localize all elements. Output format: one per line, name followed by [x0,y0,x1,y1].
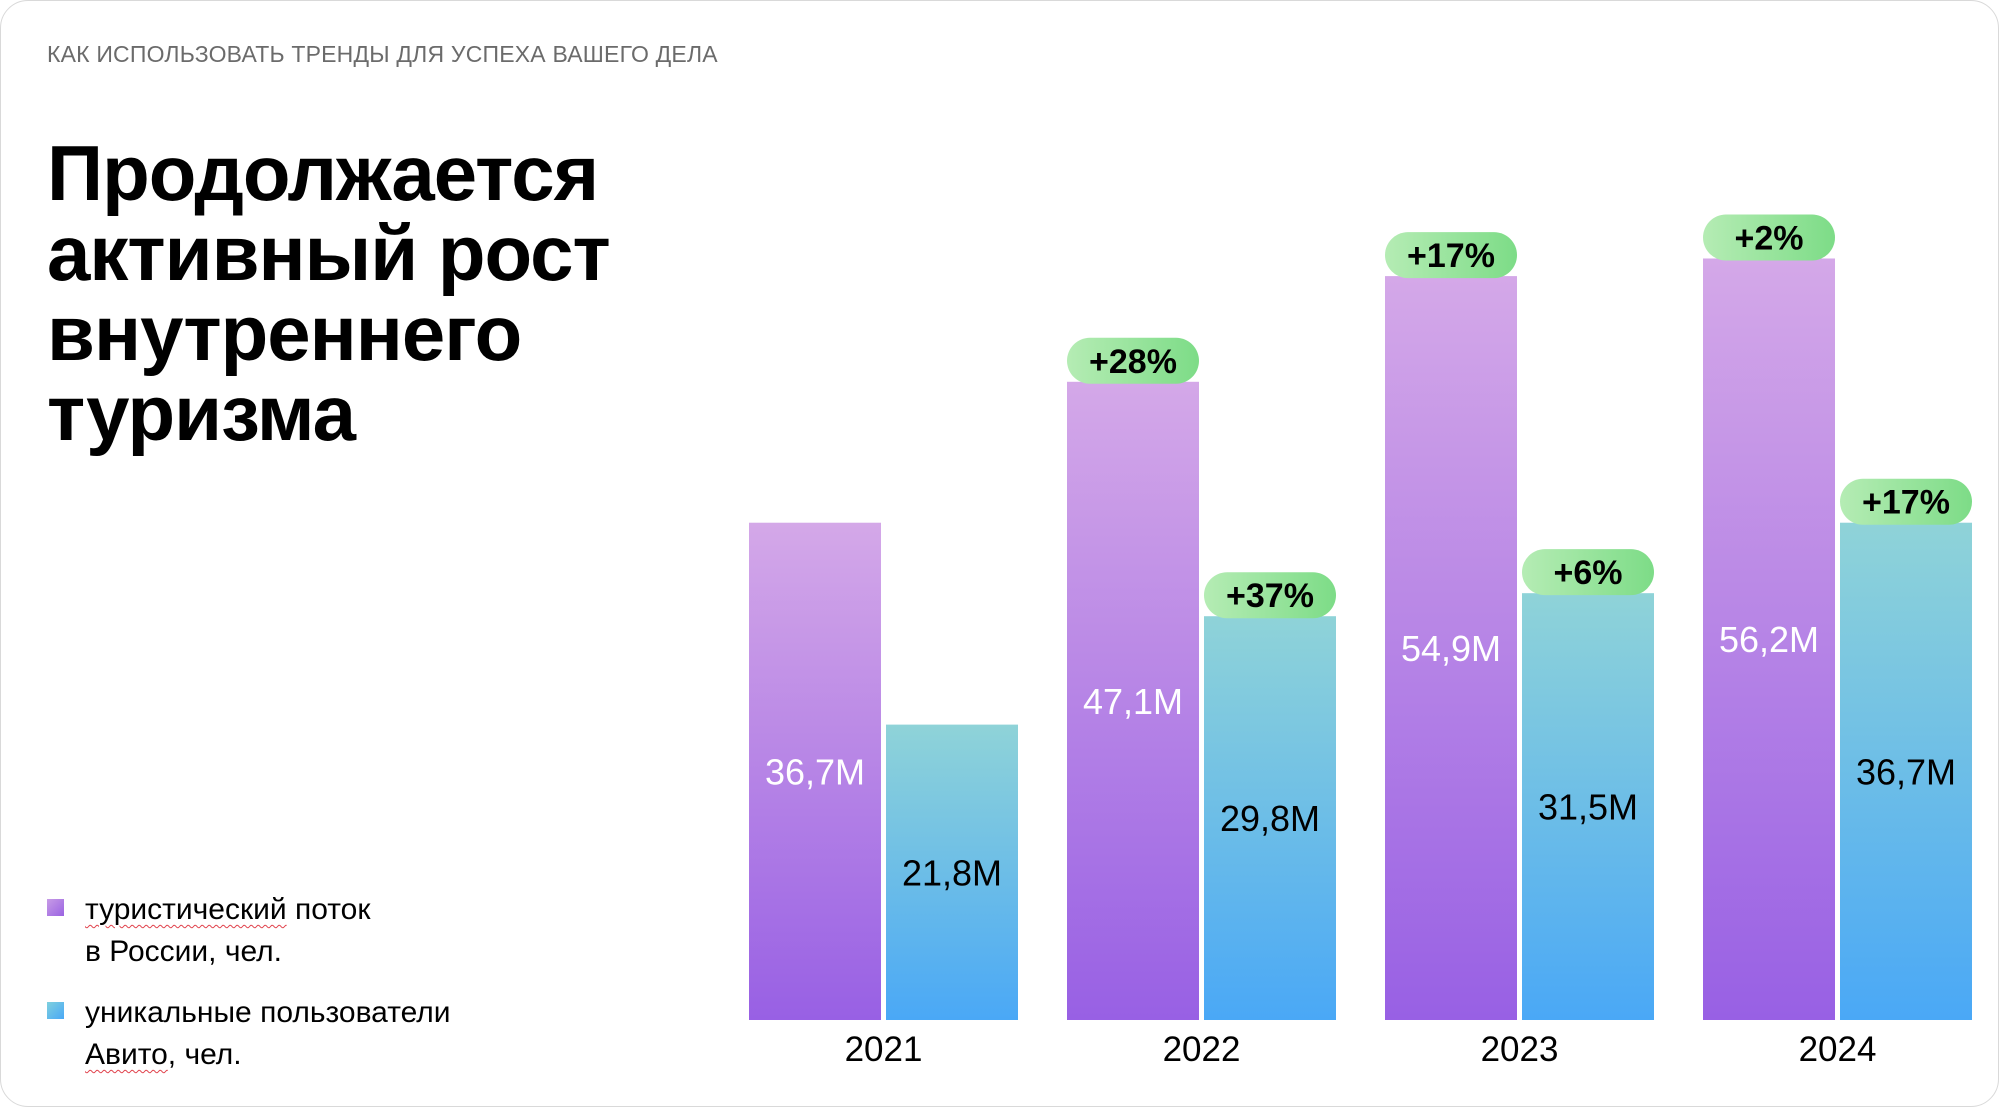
data-label-avito-users-2023: 31,5M [1538,787,1638,828]
bar-avito-users-2024 [1840,522,1972,1020]
data-label-avito-users-2022: 29,8M [1220,798,1320,839]
bar-avito-users-2021 [886,724,1018,1020]
legend-swatch-purple [47,899,64,916]
growth-badge-label-tourist-flow-2023: +17% [1407,237,1495,275]
bar-tourist-flow-2024 [1703,258,1835,1020]
growth-badge-tourist-flow-2024 [1703,214,1835,261]
legend-text: в России, чел. [85,935,282,968]
legend-label-tourist-flow: туристический поток в России, чел. [85,889,565,973]
spellcheck-word: туристический [85,893,287,926]
bar-avito-users-2022 [1204,616,1336,1020]
x-tick-label-2023: 2023 [1481,1030,1559,1069]
data-label-tourist-flow-2022: 47,1M [1083,681,1183,722]
data-label-avito-users-2021: 21,8M [902,852,1002,893]
legend-text: уникальные пользователи [85,996,451,1029]
chart-marks: 36,7M 21,8M 2021 47,1M +28% 29,8M +37% 2022 54,9… [749,214,1972,1069]
data-label-tourist-flow-2023: 54,9M [1401,628,1501,669]
bar-avito-users-2023 [1522,593,1654,1020]
section-kicker: КАК ИСПОЛЬЗОВАТЬ ТРЕНДЫ ДЛЯ УСПЕХА ВАШЕГ… [47,41,718,67]
data-label-tourist-flow-2021: 36,7M [765,751,865,792]
growth-badge-label-avito-users-2022: +37% [1226,577,1314,615]
growth-badge-avito-users-2022 [1204,572,1336,619]
growth-badge-label-tourist-flow-2024: +2% [1735,219,1804,257]
growth-badge-label-tourist-flow-2022: +28% [1089,343,1177,381]
growth-badge-avito-users-2024 [1840,478,1972,525]
legend-text: поток [286,893,371,926]
bar-tourist-flow-2023 [1385,276,1517,1021]
growth-badge-avito-users-2023 [1522,549,1654,596]
data-label-avito-users-2024: 36,7M [1856,751,1956,792]
spellcheck-word: Авито [85,1038,168,1071]
growth-badge-label-avito-users-2024: +17% [1862,484,1950,522]
legend-label-avito-users: уникальные пользователи Авито, чел. [85,992,565,1076]
data-label-tourist-flow-2024: 56,2M [1719,619,1819,660]
bar-tourist-flow-2021 [749,522,881,1020]
x-tick-label-2024: 2024 [1799,1030,1877,1069]
x-tick-label-2022: 2022 [1163,1030,1241,1069]
growth-badge-label-avito-users-2023: +6% [1554,554,1623,592]
legend-text: , чел. [167,1038,242,1071]
growth-badge-tourist-flow-2023 [1385,232,1517,279]
x-tick-label-2021: 2021 [845,1030,923,1069]
growth-badge-tourist-flow-2022 [1067,337,1199,384]
legend-swatch-blue [47,1002,64,1019]
page-title: Продолжается активный рост внутреннего т… [47,129,611,457]
bar-tourist-flow-2022 [1067,381,1199,1020]
